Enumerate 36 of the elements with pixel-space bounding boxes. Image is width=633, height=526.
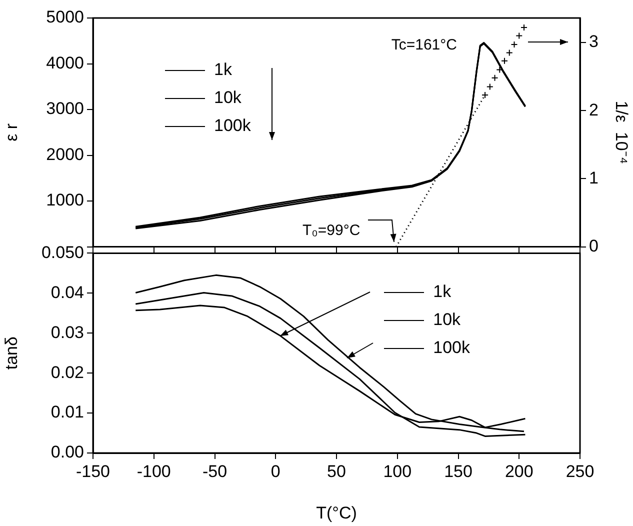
y-axis-title: ε r bbox=[2, 123, 21, 142]
legend-label: 1k bbox=[433, 282, 452, 302]
y-tick-label: 0.01 bbox=[50, 402, 84, 422]
y-tick-label: 0.04 bbox=[50, 282, 84, 302]
y-tick-label: 2000 bbox=[46, 144, 84, 164]
x-tick-label: -100 bbox=[136, 462, 171, 481]
legend-label: 10k bbox=[433, 310, 461, 330]
y-tick-label: 4000 bbox=[46, 53, 84, 72]
legend-label: 10k bbox=[214, 88, 242, 108]
y-tick-label: 5000 bbox=[46, 8, 84, 27]
legend-label: 100k bbox=[214, 116, 251, 136]
y-tick-label: 1000 bbox=[46, 190, 84, 210]
annotation: Tc=161°C bbox=[391, 36, 458, 54]
x-tick-label: -150 bbox=[76, 462, 110, 481]
y-axis-title: tanδ bbox=[2, 336, 21, 370]
x-tick-label: 150 bbox=[444, 462, 472, 481]
legend-label: 100k bbox=[433, 338, 470, 358]
x-axis-title: T(°C) bbox=[316, 503, 357, 522]
y2-tick-label: 0 bbox=[589, 236, 598, 256]
y2-tick-label: 2 bbox=[589, 100, 598, 120]
x-tick-label: 50 bbox=[327, 462, 346, 481]
x-tick-label: -50 bbox=[202, 462, 228, 481]
x-tick-label: 0 bbox=[270, 462, 280, 481]
y2-axis-title: 1/ε 10⁻⁴ bbox=[612, 100, 632, 164]
legend-label: 1k bbox=[214, 60, 232, 80]
y-tick-label: 3000 bbox=[46, 99, 84, 118]
annotation: T₀=99°C bbox=[302, 222, 360, 239]
x-tick-label: 250 bbox=[566, 462, 594, 481]
y-tick-label: 0.02 bbox=[50, 362, 84, 382]
x-tick-label: 100 bbox=[383, 462, 412, 481]
y2-tick-label: 1 bbox=[589, 168, 598, 188]
y-tick-label: 0.00 bbox=[50, 442, 84, 462]
y-tick-label: 0.03 bbox=[50, 322, 84, 342]
x-tick-label: 200 bbox=[504, 462, 534, 481]
y-tick-label: 0.050 bbox=[41, 242, 84, 262]
y2-tick-label: 3 bbox=[589, 32, 598, 52]
